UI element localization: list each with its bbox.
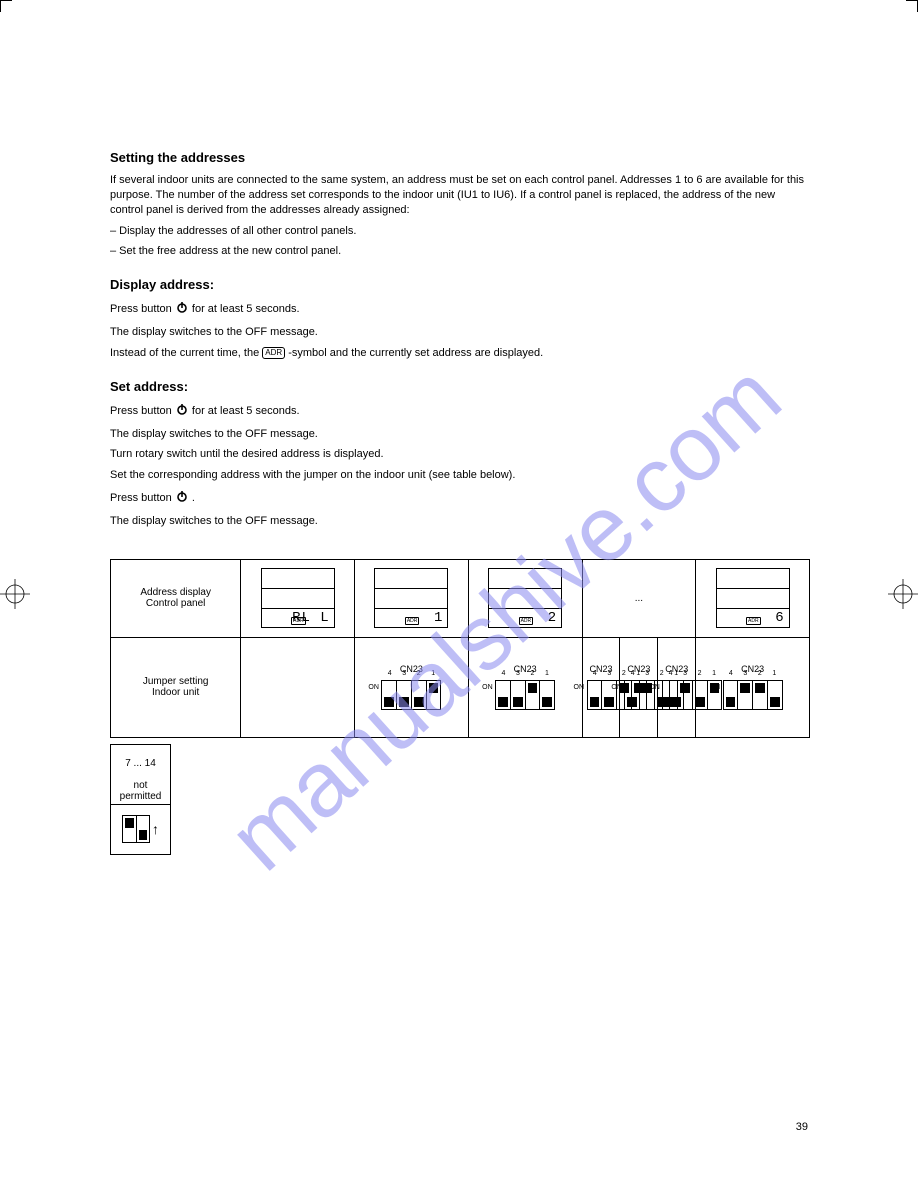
address-table: Address display Control panel ADRRL L AD… <box>110 559 810 855</box>
heading-setting-addresses: Setting the addresses <box>110 150 810 165</box>
text-before-adr: Instead of the current time, the <box>110 347 259 359</box>
lcd-display: ADR 6 <box>716 568 790 628</box>
power-icon <box>175 489 189 508</box>
power-icon <box>175 300 189 319</box>
step-off-msg-3: The display switches to the OFF message. <box>110 514 810 529</box>
crop-mark-mid-left <box>0 579 30 609</box>
dip-switch: 4321ON <box>381 680 441 710</box>
adr-tag: ADR <box>405 617 420 625</box>
lcd-display: ADR 2 <box>488 568 562 628</box>
crop-mark-mid-right <box>888 579 918 609</box>
step-press-button-1: Press button for at least 5 seconds. <box>110 300 810 319</box>
heading-display-address: Display address: <box>110 277 810 292</box>
step-text: Press button <box>110 303 172 315</box>
step-off-message: The display switches to the OFF message. <box>110 325 810 340</box>
step-off-msg-2: The display switches to the OFF message. <box>110 427 810 442</box>
dip-cell-5: CN23 4321ON <box>658 637 696 737</box>
dip-cell-none <box>241 637 355 737</box>
section-setting-addresses: Setting the addresses If several indoor … <box>110 150 810 259</box>
step-press-confirm: Press button . <box>110 489 810 508</box>
page-number: 39 <box>796 1121 808 1133</box>
lcd-cell-all: ADRRL L <box>241 559 355 637</box>
lcd-display: ADR 1 <box>374 568 448 628</box>
lcd-value: 2 <box>548 610 557 626</box>
lcd-cell-1: ADR 1 <box>355 559 469 637</box>
crop-mark-top-right <box>890 0 918 28</box>
step-text: Press button <box>110 492 172 504</box>
extra-label-cell: 7 ... 14 not permitted <box>111 744 171 804</box>
power-icon <box>175 402 189 421</box>
adr-tag: ADR <box>746 617 761 625</box>
dip-cell-2: CN23 4321ON <box>468 637 582 737</box>
dip-switch: 4321ON <box>723 680 783 710</box>
dip-switch: 4321ON <box>495 680 555 710</box>
extra-dip-cell: ↑ <box>111 804 171 854</box>
address-table-extra: 7 ... 14 not permitted ↑ <box>110 744 171 855</box>
dip-switch-2seg <box>122 815 150 843</box>
row2-header: Jumper setting Indoor unit <box>111 637 241 737</box>
step-text: Press button <box>110 405 172 417</box>
crop-mark-top-left <box>0 0 28 28</box>
lcd-value: RL L <box>292 610 330 626</box>
adr-tag: ADR <box>519 617 534 625</box>
step-jumper: Set the corresponding address with the j… <box>110 468 810 483</box>
list-item-set: – Set the free address at the new contro… <box>110 244 810 259</box>
step-rotary: Turn rotary switch until the desired add… <box>110 447 810 462</box>
section-display-address: Display address: Press button for at lea… <box>110 277 810 361</box>
heading-set-address: Set address: <box>110 379 810 394</box>
step-text-suffix: for at least 5 seconds. <box>192 405 300 417</box>
lcd-cell-ellipsis: ... <box>582 559 696 637</box>
extra-range: 7 ... 14 <box>125 758 156 769</box>
lcd-value: 1 <box>434 610 443 626</box>
row1-header: Address display Control panel <box>111 559 241 637</box>
step-text-suffix: for at least 5 seconds. <box>192 303 300 315</box>
text-after-adr: -symbol and the currently set address ar… <box>288 347 543 359</box>
lcd-display: ADRRL L <box>261 568 335 628</box>
intro-paragraph: If several indoor units are connected to… <box>110 173 810 218</box>
up-arrow-icon: ↑ <box>152 821 159 837</box>
lcd-cell-2: ADR 2 <box>468 559 582 637</box>
step-adr-symbol: Instead of the current time, the ADR -sy… <box>110 346 810 361</box>
step-text-suffix: . <box>192 492 195 504</box>
section-set-address: Set address: Press button for at least 5… <box>110 379 810 529</box>
lcd-value: 6 <box>775 610 784 626</box>
extra-note: not permitted <box>120 780 162 802</box>
dip-cell-6: CN23 4321ON <box>696 637 810 737</box>
step-press-5s: Press button for at least 5 seconds. <box>110 402 810 421</box>
lcd-cell-6: ADR 6 <box>696 559 810 637</box>
dip-cell-1: CN23 4321ON <box>355 637 469 737</box>
adr-label: ADR <box>262 347 285 359</box>
list-item-display: – Display the addresses of all other con… <box>110 224 810 239</box>
